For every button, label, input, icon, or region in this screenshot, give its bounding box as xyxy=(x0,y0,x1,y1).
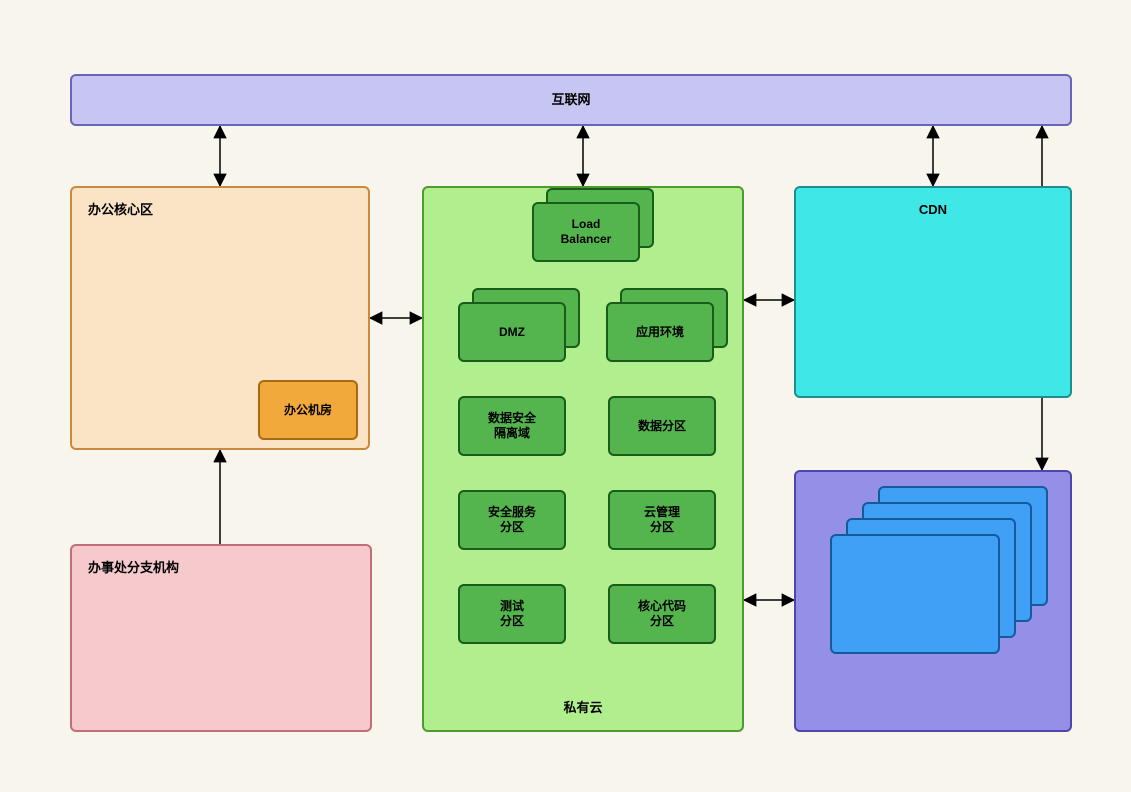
node-label-cloud_mgmt: 云管理 分区 xyxy=(644,505,680,535)
node-label-app_env: 应用环境 xyxy=(636,325,684,340)
node-a_cloud: A 云 xyxy=(830,486,1048,654)
node-label-cdn: CDN xyxy=(919,202,947,218)
node-app_env-layer-0: 应用环境 xyxy=(606,302,714,362)
node-private_cloud: 私有云 xyxy=(422,186,744,732)
node-cloud_mgmt: 云管理 分区 xyxy=(608,490,716,550)
node-app_env: 应用环境 xyxy=(606,288,728,362)
node-data_part: 数据分区 xyxy=(608,396,716,456)
node-dmz: DMZ xyxy=(458,288,580,362)
node-label-sec_svc: 安全服务 分区 xyxy=(488,505,536,535)
node-load_balancer-layer-0: Load Balancer xyxy=(532,202,640,262)
node-branch: 办事处分支机构 xyxy=(70,544,372,732)
node-office_room: 办公机房 xyxy=(258,380,358,440)
node-label-core_code: 核心代码 分区 xyxy=(638,599,686,629)
diagram-canvas: 互联网办公核心区办事处分支机构私有云CDN公有云办公机房Load Balance… xyxy=(0,0,1131,792)
node-label-test: 测试 分区 xyxy=(500,599,524,629)
node-cdn: CDN xyxy=(794,186,1072,398)
node-sec_svc: 安全服务 分区 xyxy=(458,490,566,550)
node-internet: 互联网 xyxy=(70,74,1072,126)
node-label-office_room: 办公机房 xyxy=(284,403,332,418)
node-load_balancer: Load Balancer xyxy=(532,188,654,262)
node-label-dmz: DMZ xyxy=(499,325,525,340)
node-data_iso: 数据安全 隔离域 xyxy=(458,396,566,456)
node-label-office_core: 办公核心区 xyxy=(88,202,153,218)
node-dmz-layer-0: DMZ xyxy=(458,302,566,362)
node-core_code: 核心代码 分区 xyxy=(608,584,716,644)
node-label-branch: 办事处分支机构 xyxy=(88,560,179,576)
node-label-data_iso: 数据安全 隔离域 xyxy=(488,411,536,441)
node-label-private_cloud: 私有云 xyxy=(563,700,602,716)
node-label-data_part: 数据分区 xyxy=(638,419,686,434)
node-a_cloud-layer-0 xyxy=(830,534,1000,654)
node-label-internet: 互联网 xyxy=(551,92,590,108)
node-test: 测试 分区 xyxy=(458,584,566,644)
node-label-load_balancer: Load Balancer xyxy=(561,217,612,247)
